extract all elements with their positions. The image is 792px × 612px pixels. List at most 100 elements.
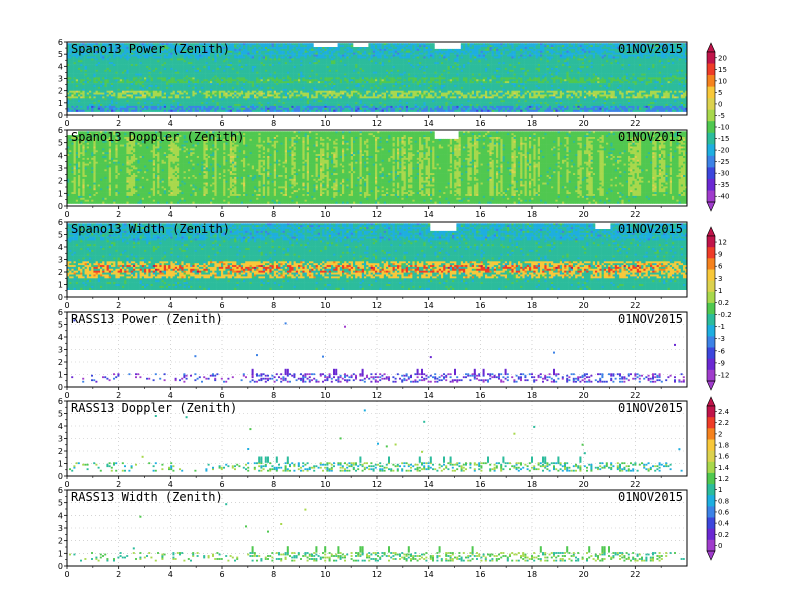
heatmap-cell (346, 90, 349, 93)
heatmap-cell (280, 50, 283, 53)
heatmap-cell (372, 77, 376, 80)
heatmap-cell (251, 56, 255, 59)
heatmap-cell (137, 48, 140, 52)
heatmap-cell (372, 48, 376, 52)
heatmap-cell (238, 86, 242, 90)
heatmap-cell (168, 83, 171, 86)
heatmap-cell (344, 85, 347, 88)
heatmap-cell (344, 90, 347, 93)
heatmap-cell (128, 107, 132, 110)
heatmap-cell (210, 56, 213, 59)
heatmap-cell (168, 71, 171, 74)
heatmap-cell (185, 81, 189, 84)
heatmap-cell (366, 73, 369, 76)
heatmap-cell (150, 73, 154, 76)
heatmap-cell (260, 81, 264, 84)
heatmap-cell (322, 58, 325, 61)
heatmap-cell (71, 43, 74, 46)
heatmap-cell (111, 81, 114, 84)
heatmap-cell (247, 107, 250, 110)
heatmap-cell (240, 77, 244, 80)
heatmap-cell (221, 77, 224, 80)
heatmap-cell (291, 52, 294, 55)
heatmap-cell (287, 81, 290, 84)
heatmap-cell (97, 62, 101, 65)
heatmap-cell (113, 81, 116, 84)
heatmap-cell (150, 86, 154, 90)
heatmap-cell (243, 58, 246, 61)
heatmap-cell (304, 58, 308, 61)
heatmap-cell (337, 67, 341, 71)
heatmap-cell (232, 54, 235, 57)
heatmap-cell (146, 54, 149, 57)
heatmap-cell (225, 83, 228, 86)
heatmap-cell (192, 47, 195, 50)
heatmap-cell (93, 62, 96, 65)
heatmap-cell (181, 67, 184, 71)
heatmap-cell (199, 83, 202, 86)
heatmap-cell (100, 71, 103, 74)
heatmap-cell (361, 98, 365, 101)
heatmap-cell (311, 83, 314, 86)
heatmap-cell (348, 107, 352, 110)
heatmap-cell (276, 109, 279, 112)
heatmap-cell (106, 64, 110, 67)
heatmap-cell (113, 69, 116, 72)
heatmap-cell (309, 100, 312, 103)
heatmap-cell (355, 54, 358, 57)
heatmap-cell (71, 98, 74, 101)
heatmap-cell (212, 47, 215, 50)
heatmap-cell (137, 100, 140, 103)
heatmap-cell (221, 69, 224, 72)
heatmap-cell (293, 52, 297, 55)
heatmap-cell (93, 54, 96, 57)
heatmap-cell (355, 48, 358, 52)
heatmap-cell (190, 92, 193, 95)
heatmap-cell (104, 105, 107, 109)
heatmap-cell (280, 56, 283, 59)
heatmap-cell (348, 77, 352, 80)
heatmap-cell (240, 58, 244, 61)
heatmap-cell (82, 85, 85, 88)
heatmap-cell (342, 90, 345, 93)
heatmap-cell (333, 79, 336, 82)
heatmap-cell (350, 104, 354, 107)
heatmap-cell (148, 43, 151, 46)
heatmap-cell (106, 73, 110, 76)
heatmap-cell (108, 90, 112, 93)
heatmap-cell (249, 107, 253, 110)
heatmap-cell (161, 81, 165, 84)
heatmap-cell (293, 67, 297, 71)
heatmap-cell (273, 85, 277, 88)
heatmap-cell (100, 94, 103, 97)
heatmap-cell (144, 107, 147, 110)
heatmap-cell (133, 77, 136, 80)
heatmap-cell (309, 88, 312, 91)
heatmap-cell (258, 109, 261, 112)
heatmap-cell (251, 69, 255, 72)
heatmap-cell (106, 92, 110, 95)
heatmap-cell (172, 67, 176, 71)
heatmap-cell (199, 45, 202, 48)
heatmap-cell (139, 96, 143, 99)
heatmap-cell (190, 102, 193, 105)
heatmap-cell (232, 64, 235, 67)
heatmap-cell (190, 48, 193, 52)
heatmap-cell (73, 81, 77, 84)
heatmap-cell (295, 73, 299, 76)
heatmap-cell (249, 104, 253, 107)
heatmap-cell (225, 107, 228, 110)
heatmap-cell (238, 62, 242, 65)
heatmap-cell (238, 92, 242, 95)
heatmap-cell (344, 60, 347, 63)
heatmap-cell (355, 102, 358, 105)
heatmap-cell (238, 64, 242, 67)
heatmap-cell (95, 52, 99, 55)
heatmap-cell (331, 107, 334, 110)
heatmap-cell (350, 102, 354, 105)
heatmap-cell (168, 73, 171, 76)
heatmap-cell (260, 90, 264, 93)
heatmap-cell (106, 102, 110, 105)
heatmap-cell (80, 66, 83, 69)
heatmap-cell (95, 102, 99, 105)
